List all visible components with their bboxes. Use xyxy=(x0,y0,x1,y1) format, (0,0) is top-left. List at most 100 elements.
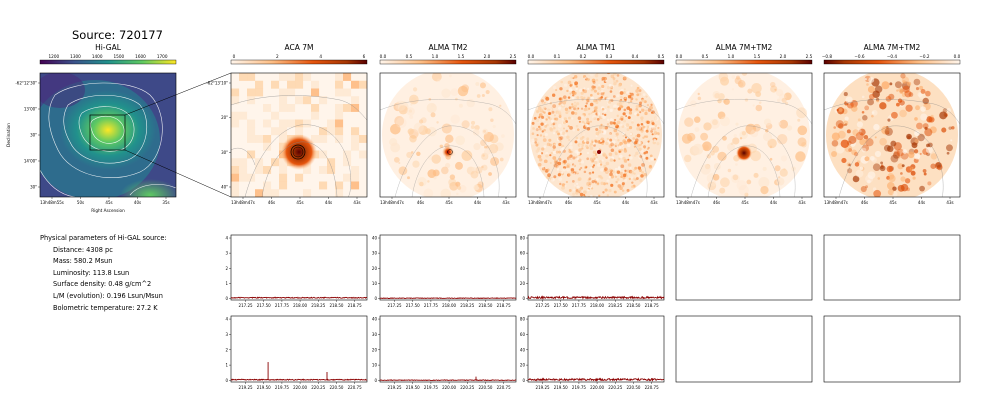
spectrum-line xyxy=(230,296,368,299)
param-surface-density: Surface density: 0.48 g/cm^2 xyxy=(53,280,152,289)
x-tick-label: 45s xyxy=(296,200,303,205)
spectrum-y-tick-label: 60 xyxy=(520,332,526,337)
alma-tm2-colorbar-ticks: 0.0 0.5 1.0 1.5 2.0 2.5 xyxy=(380,54,517,59)
colorbar-tick-label: −0.6 xyxy=(854,54,865,59)
spectrum-y-tick-label: 4 xyxy=(225,236,228,241)
param-luminosity: Luminosity: 113.8 Lsun xyxy=(53,268,130,277)
spectrum-x-tick-label: 219.75 xyxy=(275,385,289,390)
x-tick-label: 46s xyxy=(713,200,720,205)
colorbar-tick-label: −0.4 xyxy=(887,54,898,59)
spectrum-x-tick-label: 219.50 xyxy=(554,385,568,390)
colorbar-tick-label: 2.5 xyxy=(806,54,813,59)
spectrum-x-tick-label: 218.75 xyxy=(497,303,511,308)
spectrum-x-tick-label: 218.25 xyxy=(608,303,622,308)
y-tick-label: 14'00" xyxy=(24,159,37,164)
colorbar-tick-label: 0.5 xyxy=(406,54,413,59)
alma-tm2-title: ALMA TM2 xyxy=(428,43,467,52)
colorbar-tick-label: 1.0 xyxy=(432,54,439,59)
colorbar-tick-label: 2 xyxy=(276,54,279,59)
spectrum-y-tick-label: 1 xyxy=(225,281,228,286)
colorbar-tick-label: 0.5 xyxy=(658,54,665,59)
alma-tm2-colorbar xyxy=(379,59,517,65)
x-tick-label: 13h48m47s xyxy=(231,200,255,205)
colorbar-tick-label: 1400 xyxy=(92,54,103,59)
spectrum-x-tick-label: 219.75 xyxy=(572,385,586,390)
x-tick-label: 44s xyxy=(622,200,629,205)
alma-7m-tm2-colorbar xyxy=(675,59,813,65)
higal-xlabel: Right Ascension xyxy=(91,208,125,213)
colorbar-tick-label: 1300 xyxy=(70,54,81,59)
spectrum-panel: 0 1 2 3 4 217.25 217.50 217.75 218.00 218.25 218.5… xyxy=(225,234,368,308)
spectrum-x-tick-label: 220.25 xyxy=(311,385,325,390)
y-tick-label: 20" xyxy=(221,115,228,120)
spectrum-x-tick-label: 218.50 xyxy=(626,303,640,308)
spectrum-y-tick-label: 30 xyxy=(372,251,378,256)
x-tick-label: 13h48m47s xyxy=(380,200,404,205)
spectrum-x-tick-label: 220.50 xyxy=(329,385,343,390)
colorbar-tick-label: 0 xyxy=(233,54,236,59)
higal-colorbar xyxy=(39,59,177,65)
colorbar-tick-label: 1700 xyxy=(157,54,168,59)
spectrum-y-tick-label: 4 xyxy=(225,317,228,322)
spectrum-x-tick-label: 219.75 xyxy=(424,385,438,390)
spectrum-y-tick-label: 20 xyxy=(520,281,526,286)
spectrum-y-tick-label: 0 xyxy=(225,378,228,383)
aca-7m-colorbar xyxy=(230,59,368,65)
x-tick-label: 50s xyxy=(77,200,84,205)
colorbar-tick-label: −0.8 xyxy=(822,54,833,59)
spectrum-x-tick-label: 218.25 xyxy=(311,303,325,308)
spectrum-panel: 0 20 40 60 80 219.25 219.50 219.75 220.00 220.25 2… xyxy=(520,315,665,390)
alma-tm1-axis-ticks: 13h48m47s 46s 45s 44s 43s xyxy=(528,197,658,205)
spectrum-x-tick-label: 217.75 xyxy=(424,303,438,308)
spectrum-panel xyxy=(675,315,813,383)
spectrum-x-tick-label: 220.00 xyxy=(590,385,604,390)
x-tick-label: 45s xyxy=(593,200,600,205)
spectrum-y-tick-label: 40 xyxy=(520,347,526,352)
param-lm-evolution: L/M (evolution): 0.196 Lsun/Msun xyxy=(53,291,163,300)
x-tick-label: 13h48m47s xyxy=(676,200,700,205)
spectrum-panel: 0 10 20 30 40 219.25 219.50 219.75 220.00 220.25 2… xyxy=(372,315,517,390)
colorbar-tick-label: 0.0 xyxy=(528,54,535,59)
spectrum-x-tick-label: 220.75 xyxy=(497,385,511,390)
spectrum-x-tick-label: 220.50 xyxy=(478,385,492,390)
spectrum-x-tick-label: 218.25 xyxy=(460,303,474,308)
spectrum-x-tick-label: 217.75 xyxy=(572,303,586,308)
spectrum-y-tick-label: 0 xyxy=(374,296,377,301)
spectrum-y-tick-label: 80 xyxy=(520,317,526,322)
colorbar-tick-label: 0.3 xyxy=(606,54,613,59)
spectra-grid: 0 1 2 3 4 217.25 217.50 217.75 218.00 218.25 218.5… xyxy=(225,234,961,390)
spectrum-x-tick-label: 218.00 xyxy=(590,303,604,308)
spectrum-y-tick-label: 40 xyxy=(372,317,378,322)
x-tick-label: 45s xyxy=(445,200,452,205)
colorbar-tick-label: 1.5 xyxy=(754,54,761,59)
spectrum-x-tick-label: 219.50 xyxy=(406,385,420,390)
spectrum-x-tick-label: 219.25 xyxy=(239,385,253,390)
spectrum-y-tick-label: 20 xyxy=(372,266,378,271)
colorbar-tick-label: 0.0 xyxy=(676,54,683,59)
higal-panel: Hi-GAL 1200 1300 1400 1500 1600 1700 13h48m55… xyxy=(6,43,232,213)
y-tick-label: 30" xyxy=(221,150,228,155)
spectrum-y-tick-label: 2 xyxy=(225,266,228,271)
higal-ylabel: Declination xyxy=(6,123,11,147)
spectrum-x-tick-label: 220.75 xyxy=(645,385,659,390)
spectrum-panel: 0 1 2 3 4 219.25 219.50 219.75 220.00 220.25 220.5… xyxy=(225,315,368,390)
x-tick-label: 45s xyxy=(889,200,896,205)
spectrum-x-tick-label: 218.00 xyxy=(293,303,307,308)
x-tick-label: 43s xyxy=(650,200,657,205)
colorbar-tick-label: 0.0 xyxy=(380,54,387,59)
spectrum-x-tick-label: 220.00 xyxy=(442,385,456,390)
x-tick-label: 35s xyxy=(162,200,169,205)
alma-7m-tm2-colorbar-ticks: 0.0 0.5 1.0 1.5 2.0 2.5 xyxy=(676,54,813,59)
spectrum-x-tick-label: 220.25 xyxy=(608,385,622,390)
spectrum-y-tick-label: 20 xyxy=(520,363,526,368)
spectrum-x-tick-label: 219.50 xyxy=(257,385,271,390)
y-tick-label: 40" xyxy=(221,185,228,190)
param-mass: Mass: 580.2 Msun xyxy=(53,257,113,266)
spectrum-y-tick-label: 2 xyxy=(225,347,228,352)
spectrum-x-tick-label: 217.25 xyxy=(239,303,253,308)
spectrum-panel: 0 10 20 30 40 217.25 217.50 217.75 218.00 218.25 2… xyxy=(372,234,517,308)
alma-7m-tm2-residual-colorbar xyxy=(823,59,961,65)
aca-7m-panel: ACA 7M 0 2 4 6 13h48m47s 46s 45s 44s 43s -62°13'… xyxy=(206,43,368,205)
colorbar-tick-label: 6 xyxy=(363,54,366,59)
y-tick-label: 13'00" xyxy=(24,107,37,112)
